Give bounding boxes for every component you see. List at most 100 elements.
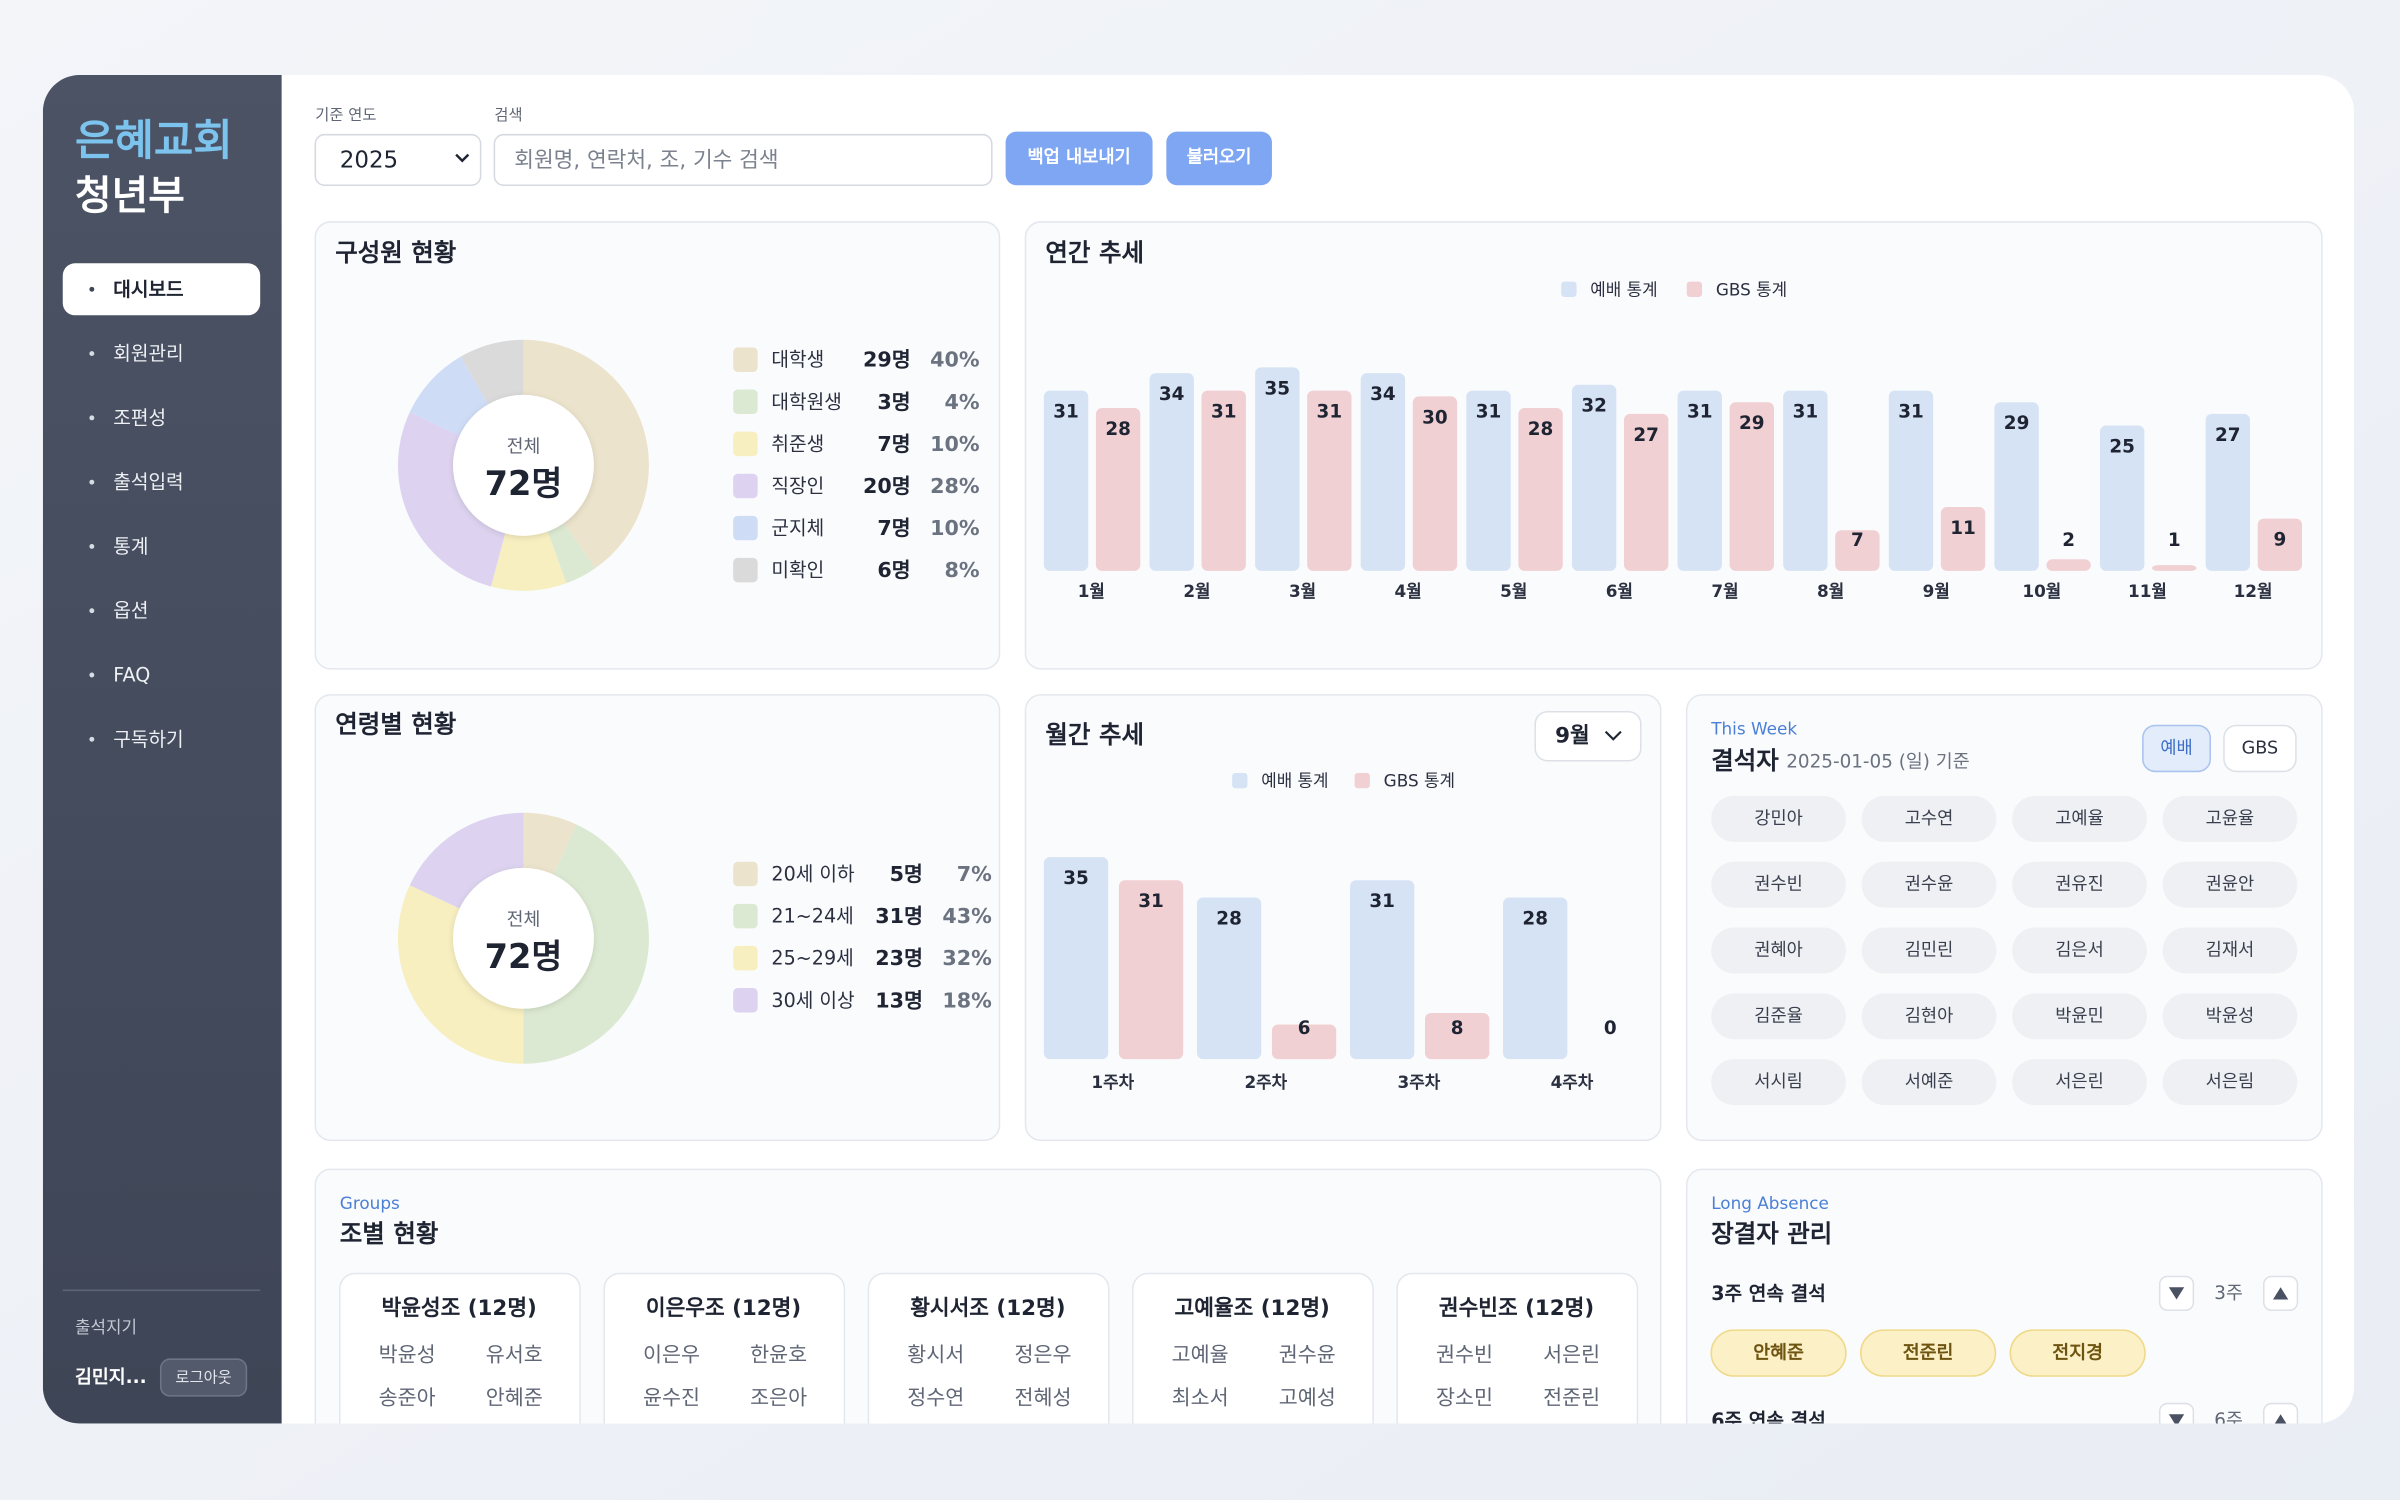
- name-chip-label: 권수윤: [1905, 875, 1954, 895]
- x-tick-label: 2주차: [1244, 1072, 1287, 1092]
- menu-item[interactable]: FAQ: [89, 664, 150, 687]
- bar-value-label: 34: [1370, 384, 1396, 405]
- year-select[interactable]: 2025: [314, 133, 482, 186]
- group-name: 이은우조 (12명): [646, 1296, 801, 1321]
- bar-value-label: 31: [1369, 891, 1395, 912]
- group-member: 한윤호: [750, 1343, 807, 1367]
- menu-bullet: [89, 479, 95, 485]
- bar-value-label: 31: [1053, 402, 1079, 423]
- stepper-icon: [2272, 1414, 2289, 1424]
- search-input[interactable]: 회원명, 연락처, 조, 기수 검색: [493, 133, 993, 186]
- group-member: 장소민: [1436, 1385, 1493, 1409]
- x-tick-label: 1월: [1078, 581, 1105, 601]
- bar-value-label: 6: [1298, 1018, 1311, 1039]
- bar: [1149, 373, 1194, 571]
- donut-center-label: 전체: [507, 436, 541, 457]
- bar-value-label: 31: [1138, 891, 1164, 912]
- user-name: 김민지...: [75, 1367, 147, 1388]
- legend-label: 예배 통계: [1261, 771, 1328, 791]
- name-chip: [1711, 861, 1846, 908]
- bar-value-label: 25: [2109, 436, 2135, 457]
- group-box: [1396, 1272, 1639, 1424]
- button-bg: [1166, 131, 1272, 186]
- legend-swatch: [1686, 281, 1703, 297]
- input-placeholder: 회원명, 연락처, 조, 기수 검색: [514, 148, 778, 173]
- card-title: 연령별 현황: [335, 709, 457, 738]
- select-box: [314, 133, 482, 186]
- card-title: 결석자: [1711, 746, 1779, 775]
- group-member: 고예성: [1279, 1385, 1336, 1409]
- x-tick-label: 4월: [1395, 581, 1422, 601]
- toggle-button[interactable]: GBS: [2223, 724, 2297, 773]
- name-chip: [2012, 795, 2147, 842]
- bar: [2152, 565, 2197, 571]
- toggle-button[interactable]: 예배: [2142, 724, 2211, 773]
- menu-item[interactable]: 구독하기: [89, 728, 184, 751]
- toolbar-button[interactable]: 백업 내보내기: [1005, 131, 1153, 186]
- x-tick-label: 11월: [2128, 581, 2167, 601]
- bar: [1518, 408, 1563, 571]
- bar: [1729, 402, 1774, 571]
- x-tick-label: 2월: [1183, 581, 1210, 601]
- bar-value-label: 28: [1528, 419, 1554, 440]
- donut-slice: [523, 824, 649, 1064]
- menu-bullet: [89, 608, 95, 614]
- legend-label: 예배 통계: [1590, 279, 1657, 299]
- name-chip: [1711, 993, 1846, 1040]
- bar: [1350, 880, 1415, 1060]
- logout-button[interactable]: 로그아웃: [159, 1358, 248, 1397]
- input-box: [493, 133, 993, 186]
- group-member: 박윤성: [379, 1343, 436, 1367]
- name-chip-label: 박윤성: [2206, 1006, 2255, 1026]
- decrease-button[interactable]: [2158, 1402, 2195, 1438]
- name-chip: [1861, 927, 1997, 974]
- legend-label: 대학원생: [771, 390, 841, 413]
- menu-item[interactable]: 출석입력: [89, 471, 184, 494]
- x-tick-label: 8월: [1817, 581, 1844, 601]
- x-tick-label: 12월: [2234, 581, 2273, 601]
- legend-swatch: [1232, 772, 1248, 789]
- legend-swatch: [733, 473, 758, 499]
- legend-percent: 10%: [930, 516, 980, 540]
- menu-item[interactable]: 조편성: [89, 406, 166, 429]
- legend-value: 20명: [863, 474, 911, 498]
- bar-value-label: 32: [1581, 396, 1607, 417]
- bar-value-label: 27: [2215, 425, 2241, 446]
- month-dropdown[interactable]: 9월: [1534, 710, 1642, 762]
- bar-value-label: 31: [1898, 402, 1924, 423]
- increase-button[interactable]: [2263, 1402, 2299, 1438]
- toolbar-button[interactable]: 불러오기: [1166, 131, 1272, 186]
- bar: [1095, 408, 1141, 571]
- name-chip: [2012, 927, 2147, 974]
- menu-item[interactable]: 통계: [89, 535, 148, 558]
- group-member: 정은우: [1014, 1343, 1071, 1367]
- x-tick-label: 3월: [1289, 581, 1316, 601]
- name-chip: [2162, 1059, 2298, 1106]
- legend-label: 30세 이상: [771, 989, 854, 1012]
- increase-button[interactable]: [2263, 1275, 2299, 1311]
- card-title: 조별 현황: [340, 1219, 439, 1248]
- menu-item[interactable]: 옵션: [89, 599, 148, 622]
- legend-label: 직장인: [771, 474, 824, 497]
- bar: [1196, 897, 1262, 1060]
- group-box: [867, 1272, 1110, 1424]
- select-value: 2025: [340, 148, 398, 174]
- bar: [1425, 1013, 1490, 1060]
- bar: [2046, 559, 2091, 571]
- group-member: 전준린: [1543, 1385, 1600, 1409]
- legend-swatch: [733, 431, 758, 457]
- menu-bullet: [89, 543, 95, 549]
- name-chip-label: 고수연: [1905, 809, 1954, 829]
- decrease-button[interactable]: [2158, 1275, 2195, 1311]
- legend-label: 대학생: [771, 348, 824, 371]
- menu-item[interactable]: 대시보드: [62, 263, 261, 316]
- menu-item[interactable]: 회원관리: [89, 342, 184, 365]
- donut-center: [453, 394, 594, 536]
- group-member: 이은우: [643, 1343, 700, 1367]
- absence-chip-label: 전지경: [2052, 1343, 2103, 1364]
- button-label: 백업 내보내기: [1027, 148, 1130, 168]
- x-tick-label: 7월: [1711, 581, 1738, 601]
- menu-bullet: [89, 286, 95, 292]
- donut-slice: [523, 339, 649, 569]
- button-bg: [1005, 131, 1153, 186]
